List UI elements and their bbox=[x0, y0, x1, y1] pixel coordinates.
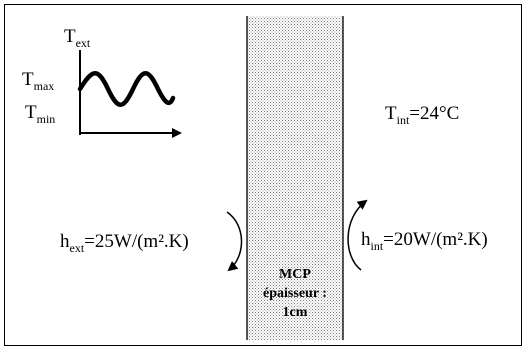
text-symbol: T bbox=[64, 26, 76, 47]
tmin-symbol: T bbox=[25, 102, 37, 123]
mcp-label-line2: épaisseur : bbox=[263, 286, 327, 301]
diagram-frame bbox=[4, 4, 522, 346]
tint-subscript: int bbox=[396, 113, 410, 127]
mcp-wall bbox=[247, 16, 343, 340]
text-subscript: ext bbox=[75, 36, 91, 50]
temperature-wave bbox=[77, 71, 176, 107]
hext-value: =25W/(m².K) bbox=[84, 231, 189, 252]
hint-curved-arrow bbox=[347, 199, 368, 271]
tmax-label: Tmax bbox=[22, 70, 54, 92]
hext-curved-arrow bbox=[226, 211, 243, 272]
tint-value: =24°C bbox=[409, 103, 460, 124]
text-label: Text bbox=[64, 27, 90, 49]
hext-subscript: ext bbox=[69, 241, 85, 255]
tmax-symbol: T bbox=[22, 69, 34, 90]
mcp-label: MCP épaisseur : 1cm bbox=[247, 265, 343, 322]
tmin-label: Tmin bbox=[25, 103, 55, 125]
hext-symbol: h bbox=[60, 231, 70, 252]
hint-value: =20W/(m².K) bbox=[383, 229, 488, 250]
mcp-label-line1: MCP bbox=[279, 267, 311, 282]
mcp-label-line3: 1cm bbox=[282, 305, 308, 320]
hint-symbol: h bbox=[361, 229, 371, 250]
tmin-subscript: min bbox=[36, 112, 56, 126]
hext-label: hext=25W/(m².K) bbox=[60, 232, 189, 254]
tint-label: Tint=24°C bbox=[385, 104, 459, 126]
hint-label: hint=20W/(m².K) bbox=[361, 230, 488, 252]
tint-symbol: T bbox=[385, 103, 397, 124]
hint-subscript: int bbox=[370, 239, 384, 253]
tmax-subscript: max bbox=[33, 79, 55, 93]
